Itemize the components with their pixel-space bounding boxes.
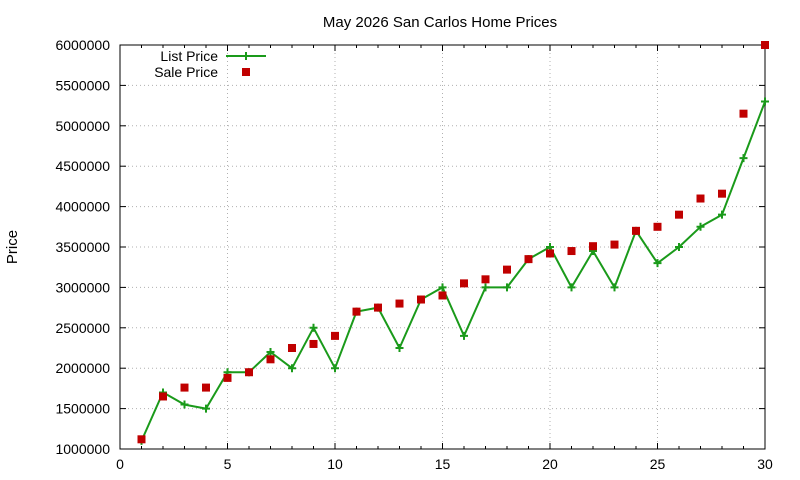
y-tick-label: 3500000 (55, 239, 110, 255)
sale-price-point (245, 368, 253, 377)
sale-price-point (524, 255, 533, 264)
x-tick-label: 15 (435, 456, 451, 472)
list-price-point (266, 348, 275, 357)
sale-price-point (288, 344, 296, 352)
y-tick-label: 2000000 (55, 360, 110, 376)
sale-price-point (159, 392, 167, 401)
series-layer (137, 41, 769, 445)
list-price-point (739, 154, 748, 163)
y-tick-label: 4500000 (55, 158, 110, 174)
sale-price-point (589, 242, 597, 251)
sale-price-point (331, 331, 339, 340)
list-price-point (481, 283, 490, 292)
list-price-point (180, 400, 189, 409)
sale-price-point (610, 240, 619, 249)
y-tick-label: 1000000 (55, 441, 110, 457)
sale-price-point (653, 222, 662, 231)
sale-price-point (395, 299, 404, 308)
sale-price-point (202, 383, 210, 392)
sale-price-point (460, 279, 468, 288)
x-tick-label: 10 (327, 456, 343, 472)
sale-price-point (696, 194, 705, 203)
sale-price-point (352, 307, 361, 316)
sale-price-point (481, 275, 490, 284)
list-price-point (309, 323, 318, 332)
list-price-point (610, 283, 619, 292)
sale-price-point (180, 383, 189, 392)
list-price-point (331, 364, 339, 373)
list-price-point (675, 243, 683, 251)
list-price-point (395, 344, 404, 352)
y-tick-label: 5500000 (55, 77, 110, 93)
legend-square-marker (242, 68, 250, 76)
axes: 0 5 10 15 20 25 30 1000000 1500000 2000000 2500000… (55, 37, 773, 472)
list-price-point (202, 404, 210, 413)
list-price-point (761, 97, 769, 106)
sale-price-point (739, 109, 748, 118)
y-axis-label: Price (4, 230, 21, 264)
sale-price-point (761, 41, 769, 49)
list-price-line (140, 101, 766, 442)
x-tick-label: 25 (650, 456, 666, 472)
sale-price-point (503, 265, 511, 274)
x-tick-label: 20 (542, 456, 558, 472)
list-price-point (438, 283, 447, 292)
sale-price-point (417, 295, 425, 304)
y-tick-label: 2500000 (55, 320, 110, 336)
sale-price-point (567, 247, 576, 256)
sale-price-point (223, 373, 232, 382)
y-tick-label: 5000000 (55, 118, 110, 134)
sale-price-point (266, 355, 275, 364)
list-price-point (696, 222, 705, 231)
y-tick-label: 4000000 (55, 199, 110, 215)
y-tick-label: 6000000 (55, 37, 110, 53)
legend-plus-marker (242, 52, 250, 60)
grid (120, 45, 765, 449)
legend-label: List Price (160, 48, 218, 64)
chart-title: May 2026 San Carlos Home Prices (323, 14, 557, 31)
list-price-point (653, 259, 662, 268)
y-tick-label: 1500000 (55, 401, 110, 417)
sale-price-point (374, 303, 382, 312)
list-price-point (288, 364, 296, 373)
sale-price-point (718, 189, 726, 198)
sale-price-point (675, 210, 683, 219)
sale-price-point (137, 435, 146, 444)
list-price-point (503, 283, 511, 292)
sale-price-point (309, 339, 318, 348)
x-tick-label: 0 (116, 456, 124, 472)
list-price-point (718, 210, 726, 219)
x-tick-label: 30 (757, 456, 773, 472)
legend-label: Sale Price (154, 64, 218, 80)
sale-price-point (632, 226, 640, 235)
list-price-point (460, 331, 468, 340)
x-tick-label: 5 (224, 456, 232, 472)
sale-price-point (438, 291, 447, 300)
y-tick-label: 3000000 (55, 279, 110, 295)
list-price-point (567, 283, 576, 292)
sale-price-point (546, 249, 554, 258)
